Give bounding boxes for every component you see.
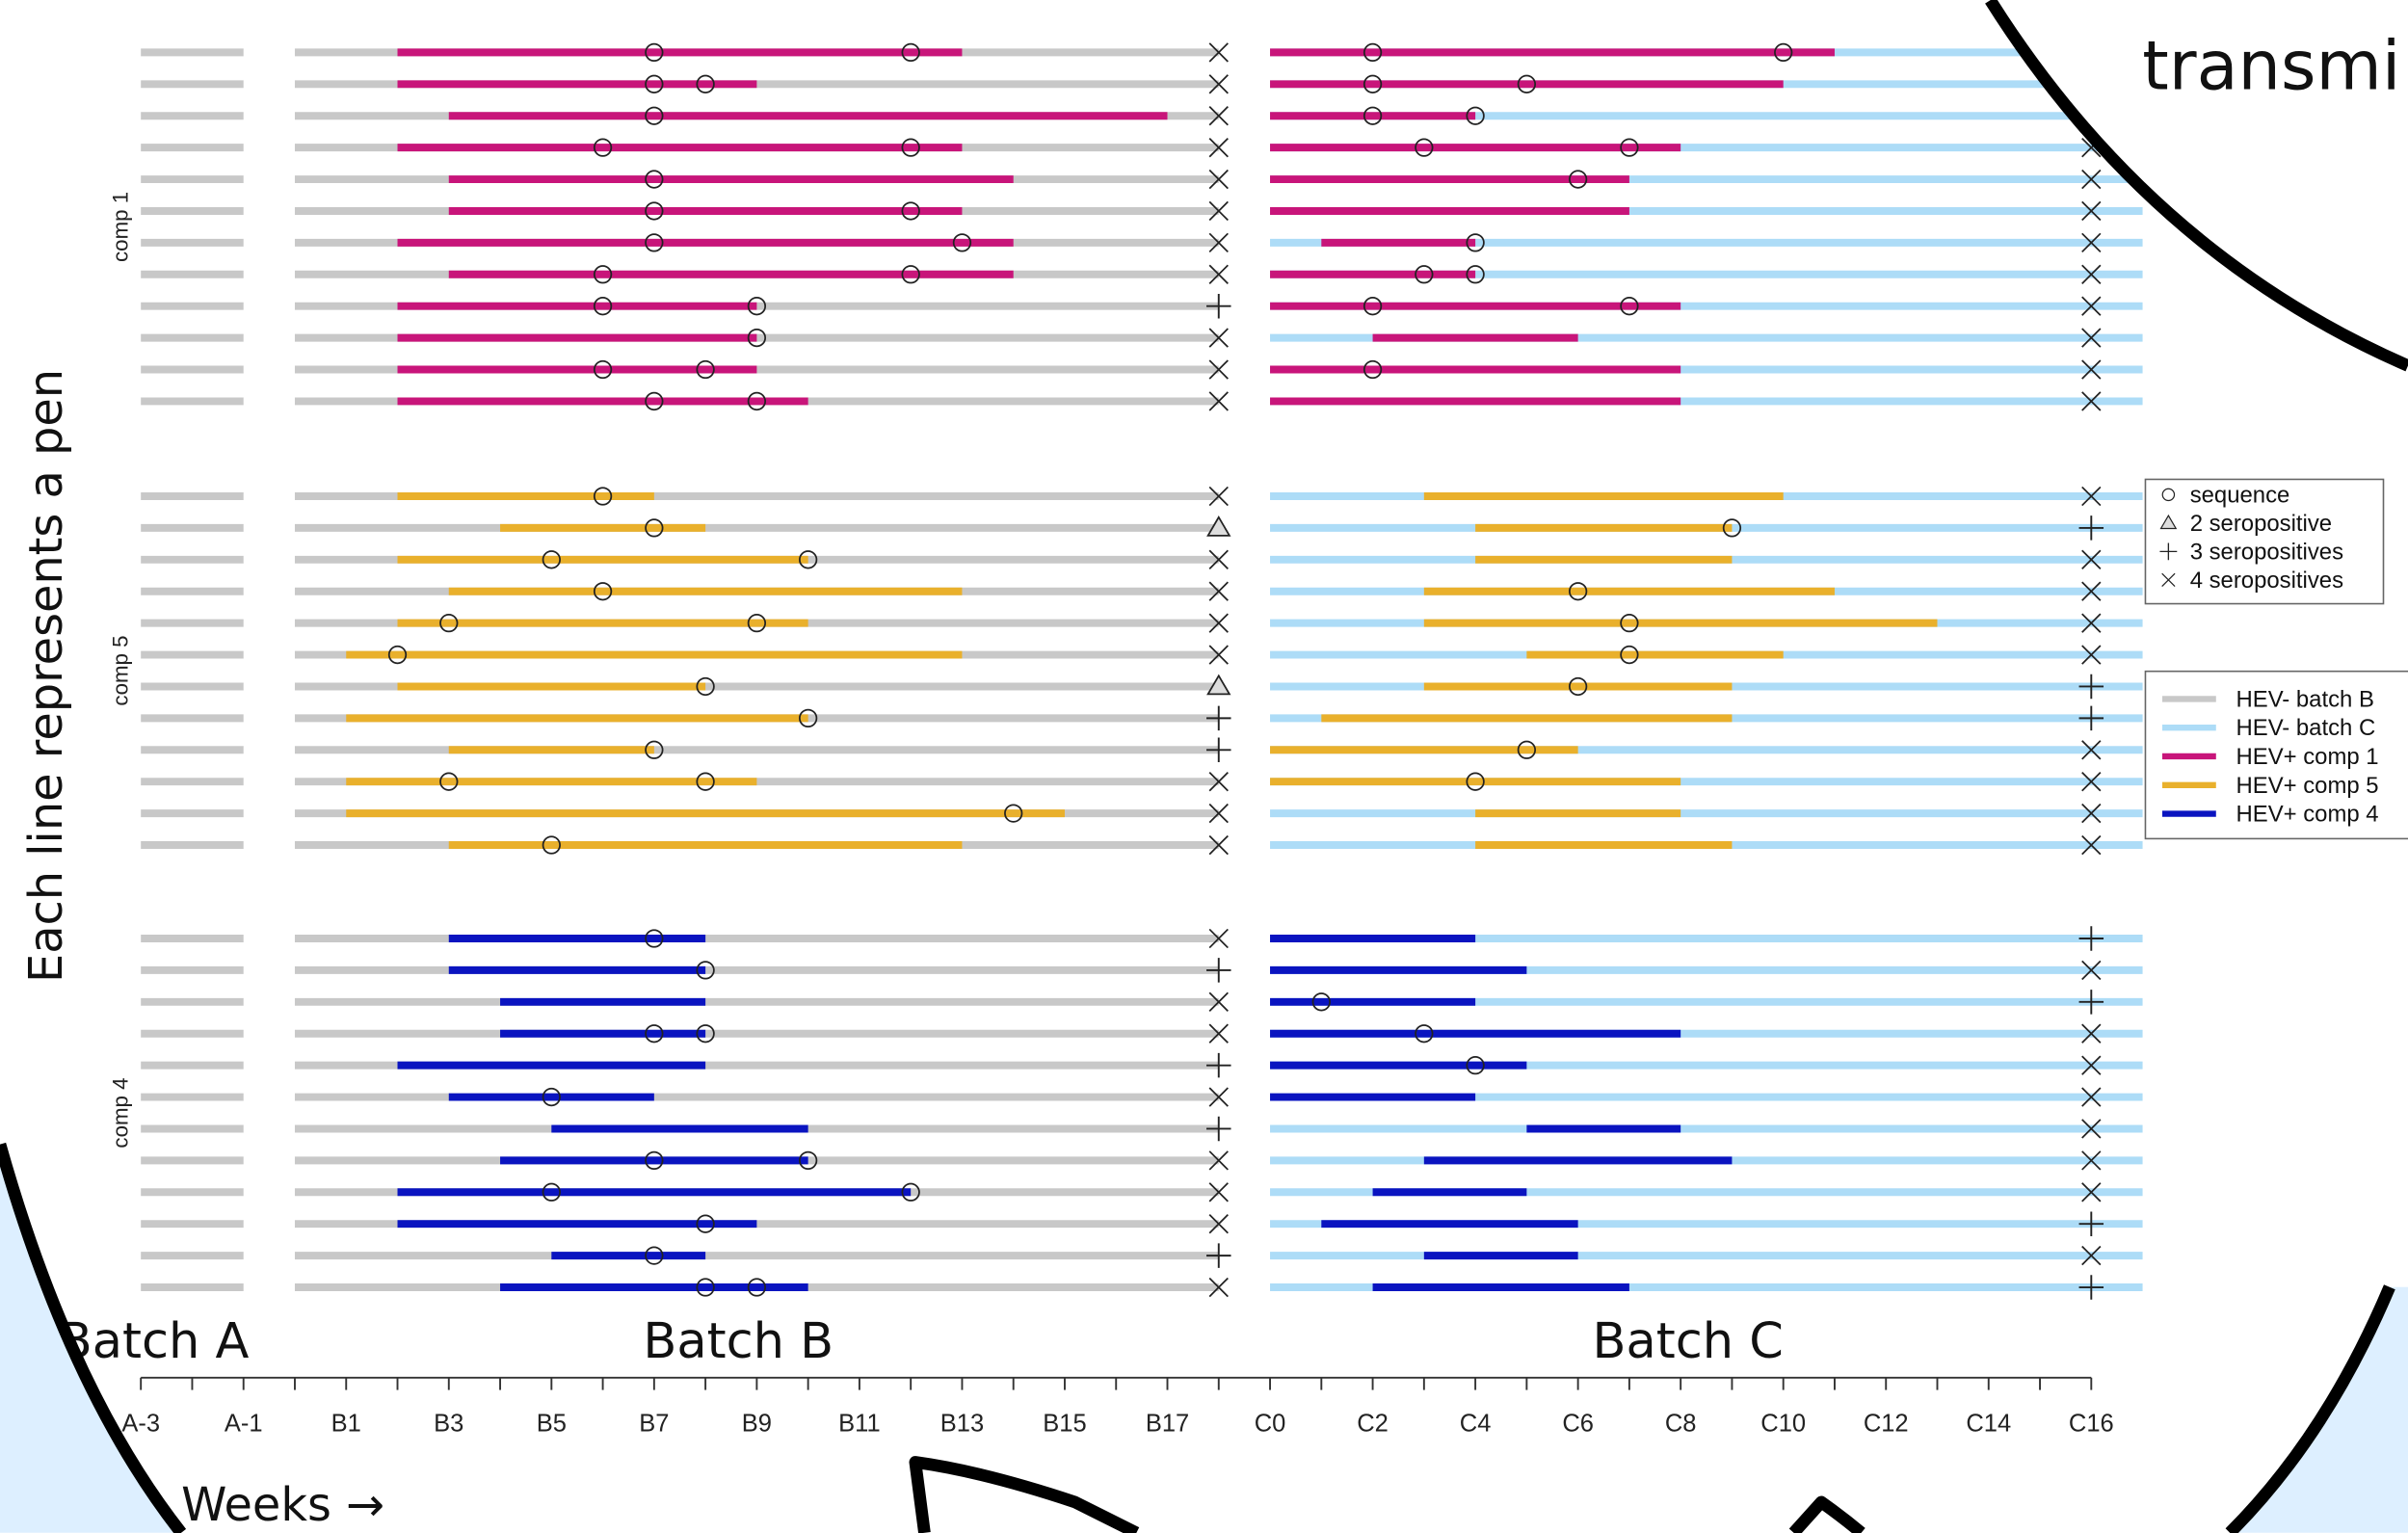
x-tick-label: B7 xyxy=(639,1411,669,1438)
background xyxy=(0,0,2408,1533)
x-tick-label: C10 xyxy=(1760,1411,1806,1438)
y-axis-label: Each line represents a pen xyxy=(20,369,73,983)
x-tick-label: B5 xyxy=(537,1411,567,1438)
x-tick-label: B9 xyxy=(742,1411,772,1438)
annotation: transmi xyxy=(2142,27,2400,106)
legend-label: 2 seropositive xyxy=(2190,511,2332,537)
legend-label: HEV- batch C xyxy=(2236,715,2376,741)
x-tick-label: B17 xyxy=(1146,1411,1189,1438)
legend-label: HEV+ comp 1 xyxy=(2236,744,2379,770)
x-tick-label: B3 xyxy=(434,1411,463,1438)
x-tick-label: B15 xyxy=(1043,1411,1086,1438)
x-tick-label: A-3 xyxy=(121,1411,160,1438)
x-tick-label: A-1 xyxy=(225,1411,263,1438)
legend-label: 3 seropositives xyxy=(2190,539,2343,565)
x-tick-label: C4 xyxy=(1460,1411,1492,1438)
x-tick-label: C16 xyxy=(2069,1411,2114,1438)
x-axis-label: Weeks → xyxy=(181,1479,384,1532)
group-label: comp 4 xyxy=(108,1077,132,1148)
x-tick-label: C14 xyxy=(1966,1411,2011,1438)
x-tick-label: C12 xyxy=(1864,1411,1909,1438)
x-tick-label: C0 xyxy=(1255,1411,1286,1438)
legend-label: HEV+ comp 5 xyxy=(2236,773,2379,799)
x-tick-label: C2 xyxy=(1357,1411,1389,1438)
x-tick-label: C8 xyxy=(1665,1411,1697,1438)
legend-label: sequence xyxy=(2190,482,2290,508)
x-tick-label: B13 xyxy=(940,1411,984,1438)
group-label: comp 5 xyxy=(108,635,132,705)
batch-label: Batch B xyxy=(643,1313,834,1370)
x-tick-label: B11 xyxy=(838,1411,880,1438)
legend-label: 4 seropositives xyxy=(2190,568,2343,594)
legend-label: HEV- batch B xyxy=(2236,686,2374,712)
x-tick-label: B1 xyxy=(331,1411,361,1438)
batch-label: Batch C xyxy=(1592,1313,1783,1370)
legend-label: HEV+ comp 4 xyxy=(2236,802,2379,828)
batch-label: Batch A xyxy=(59,1313,250,1370)
chart: A-3 A-1 B1 B3 B5 B7 B9 B11 B13 B15 B17 C0 C2 C4 C6 C8 C1… xyxy=(0,0,2408,1533)
group-label: comp 1 xyxy=(108,192,132,262)
x-tick-label: C6 xyxy=(1562,1411,1594,1438)
